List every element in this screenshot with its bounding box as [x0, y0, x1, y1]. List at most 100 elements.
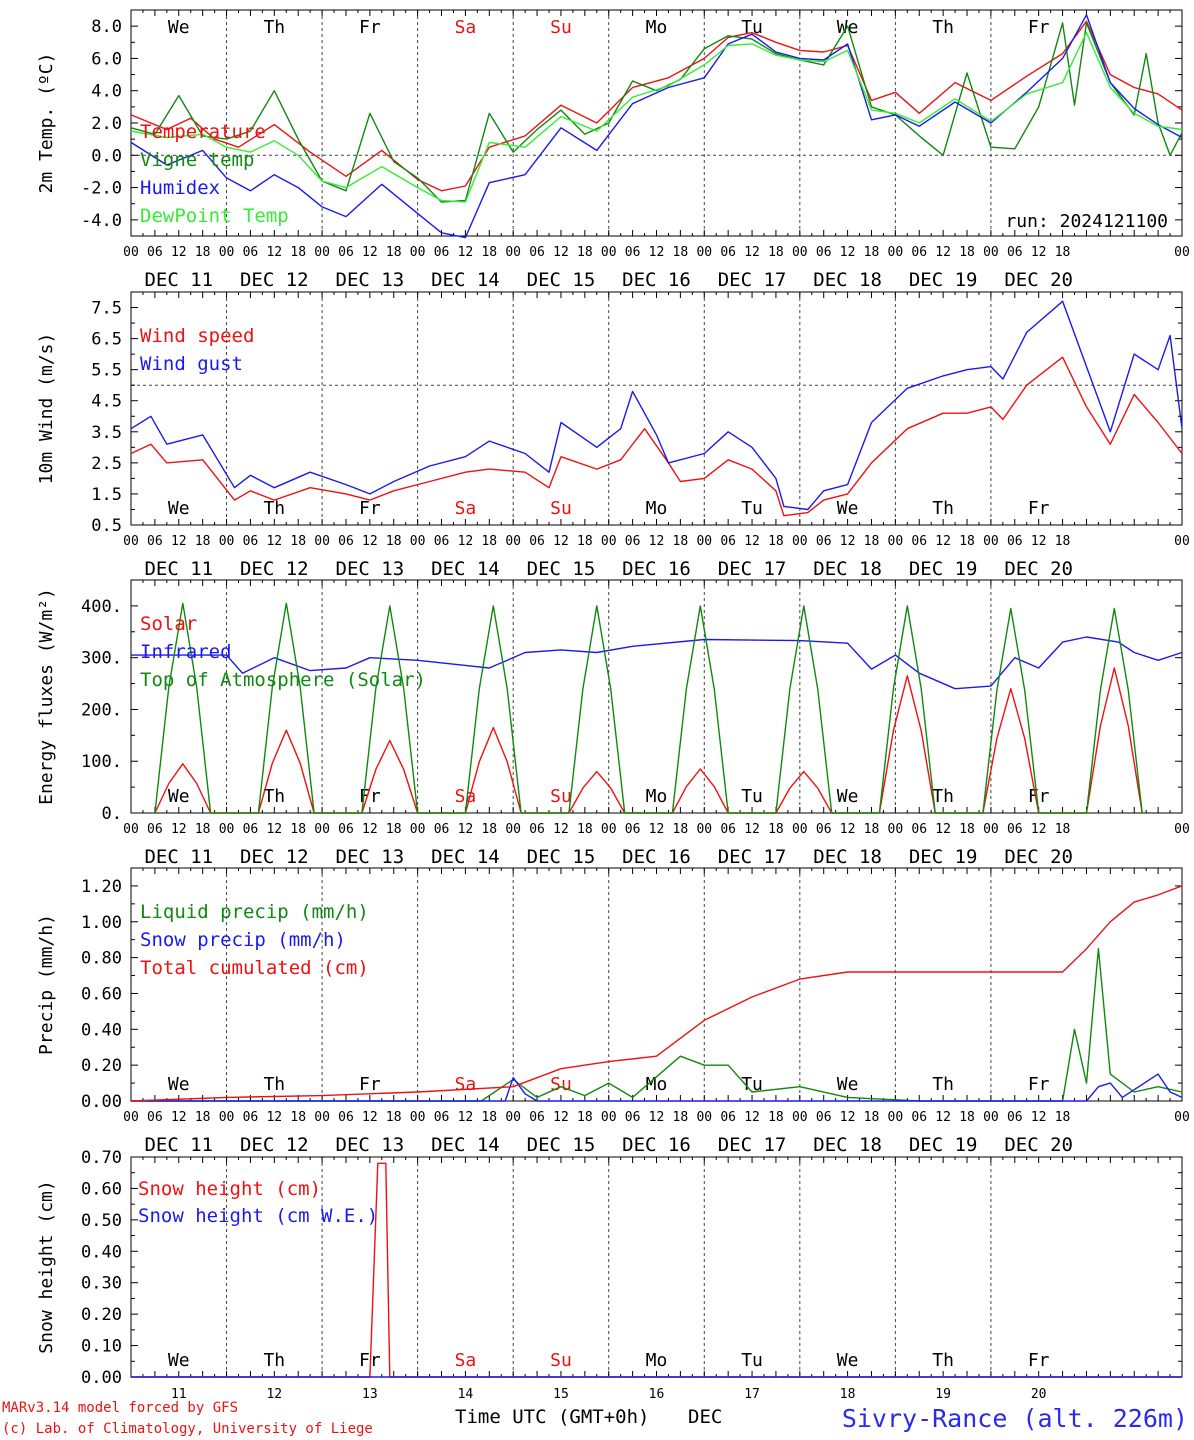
y-tick-label: 8.0 — [91, 17, 122, 37]
weekday-label: We — [837, 498, 859, 519]
weekday-label: Th — [263, 786, 285, 807]
legend-entry: Snow height (cm) — [138, 1178, 321, 1200]
y-tick-label: 3.5 — [91, 423, 122, 443]
day-number-label: 19 — [935, 1387, 951, 1402]
x-hour-label: 12 — [458, 534, 474, 549]
x-hour-label: 06 — [911, 245, 927, 260]
y-axis-label: Precip (mm/h) — [36, 914, 57, 1055]
x-hour-label: 00 — [983, 534, 999, 549]
x-hour-label: 18 — [577, 245, 593, 260]
legend-entry: Infrared — [140, 641, 232, 663]
weekday-label: Sa — [455, 1074, 477, 1095]
x-date-label: DEC 12 — [240, 1134, 309, 1156]
y-tick-label: 0.20 — [81, 1056, 122, 1076]
x-hour-label: 06 — [625, 534, 641, 549]
x-hour-label: 12 — [458, 245, 474, 260]
x-hour-label: 06 — [625, 1110, 641, 1125]
model-credit-line2: (c) Lab. of Climatology, University of L… — [2, 1421, 373, 1437]
x-hour-label: 00 — [123, 534, 139, 549]
series-line-2 — [130, 300, 1183, 511]
weekday-label: Th — [932, 786, 954, 807]
weekday-label: Sa — [455, 498, 477, 519]
x-hour-label: 06 — [720, 1110, 736, 1125]
y-tick-label: 0.00 — [81, 1092, 122, 1112]
weekday-label: Mo — [646, 786, 668, 807]
x-date-label: DEC 19 — [909, 269, 978, 291]
x-hour-label: 06 — [1007, 245, 1023, 260]
x-hour-label: 00 — [792, 245, 808, 260]
weekday-label: Fr — [1028, 1350, 1050, 1371]
series-line-4 — [130, 31, 1183, 203]
y-tick-label: 2.5 — [91, 454, 122, 474]
x-hour-label: 06 — [816, 1110, 832, 1125]
x-hour-label: 12 — [1031, 1110, 1047, 1125]
x-hour-label: 00 — [410, 1110, 426, 1125]
x-hour-label: 18 — [195, 822, 211, 837]
y-tick-label: 0.50 — [81, 1211, 122, 1231]
weekday-label: Fr — [359, 498, 381, 519]
x-hour-label: 18 — [1055, 822, 1071, 837]
x-hour-label: 12 — [362, 534, 378, 549]
y-tick-label: 1.5 — [91, 485, 122, 505]
x-date-label: DEC 14 — [431, 1134, 500, 1156]
x-hour-label: 12 — [171, 1110, 187, 1125]
x-hour-label: 06 — [1007, 822, 1023, 837]
x-hour-label: 06 — [529, 822, 545, 837]
series-line-1 — [130, 20, 1183, 192]
x-hour-label: 00 — [219, 245, 235, 260]
x-hour-label: 06 — [434, 1110, 450, 1125]
weekday-label: Su — [550, 17, 572, 38]
x-hour-label: 00 — [314, 822, 330, 837]
x-hour-label: 12 — [266, 245, 282, 260]
y-tick-label: 0.30 — [81, 1274, 122, 1294]
chart-panel-1: -4.0 -2.0 0.0 2.0 4.0 6.0 8.0 2m Temp. (ºC) 00 06… — [36, 9, 1190, 291]
x-hour-label: 12 — [649, 534, 665, 549]
x-hour-label: 00 — [1174, 1110, 1190, 1125]
x-hour-label: 00 — [1174, 245, 1190, 260]
x-hour-label: 12 — [171, 534, 187, 549]
x-hour-label: 12 — [266, 1110, 282, 1125]
y-tick-label: 300. — [81, 649, 122, 669]
y-tick-label: 5.5 — [91, 361, 122, 381]
x-hour-label: 12 — [1031, 534, 1047, 549]
x-date-label: DEC 17 — [718, 269, 787, 291]
x-date-label: DEC 12 — [240, 846, 309, 868]
weekday-label: Fr — [1028, 17, 1050, 38]
x-hour-label: 18 — [481, 1110, 497, 1125]
day-number-label: 16 — [649, 1387, 665, 1402]
y-axis-label: 2m Temp. (ºC) — [36, 53, 57, 194]
weekday-label: Th — [932, 1350, 954, 1371]
x-date-label: DEC 19 — [909, 1134, 978, 1156]
x-hour-label: 18 — [768, 245, 784, 260]
x-hour-label: 18 — [1055, 245, 1071, 260]
weekday-label: We — [168, 1350, 190, 1371]
x-hour-label: 00 — [410, 245, 426, 260]
weekday-label: We — [168, 786, 190, 807]
x-hour-label: 00 — [696, 822, 712, 837]
x-date-label: DEC 14 — [431, 846, 500, 868]
y-tick-label: 4.0 — [91, 82, 122, 102]
x-hour-label: 06 — [243, 1110, 259, 1125]
x-hour-label: 00 — [219, 534, 235, 549]
x-hour-label: 06 — [338, 245, 354, 260]
weekday-label: Su — [550, 786, 572, 807]
x-hour-label: 12 — [553, 534, 569, 549]
x-hour-label: 18 — [481, 822, 497, 837]
x-hour-label: 00 — [505, 822, 521, 837]
x-hour-label: 12 — [266, 822, 282, 837]
panels: -4.0 -2.0 0.0 2.0 4.0 6.0 8.0 2m Temp. (ºC) 00 06… — [36, 9, 1190, 1402]
day-number-label: 13 — [362, 1387, 378, 1402]
y-tick-label: 0.60 — [81, 984, 122, 1004]
x-hour-label: 18 — [577, 1110, 593, 1125]
x-hour-label: 00 — [505, 1110, 521, 1125]
x-date-label: DEC 20 — [1004, 846, 1073, 868]
x-hour-label: 06 — [911, 1110, 927, 1125]
x-date-label: DEC 15 — [527, 558, 596, 580]
x-hour-label: 18 — [386, 534, 402, 549]
y-axis-label: Snow height (cm) — [36, 1180, 57, 1353]
x-date-label: DEC 16 — [622, 558, 691, 580]
y-tick-label: 0.00 — [81, 1368, 122, 1388]
y-axis-label: 10m Wind (m/s) — [36, 333, 57, 485]
y-tick-label: 1.00 — [81, 913, 122, 933]
weekday-label: Th — [932, 17, 954, 38]
